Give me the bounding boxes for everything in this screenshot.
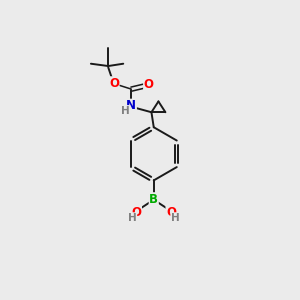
Text: O: O (109, 77, 119, 90)
Text: N: N (126, 99, 136, 112)
Text: O: O (166, 206, 176, 218)
Text: H: H (121, 106, 130, 116)
Text: B: B (149, 193, 158, 206)
Text: O: O (144, 79, 154, 92)
Text: H: H (128, 213, 136, 223)
Text: O: O (131, 206, 141, 218)
Text: H: H (171, 213, 180, 223)
